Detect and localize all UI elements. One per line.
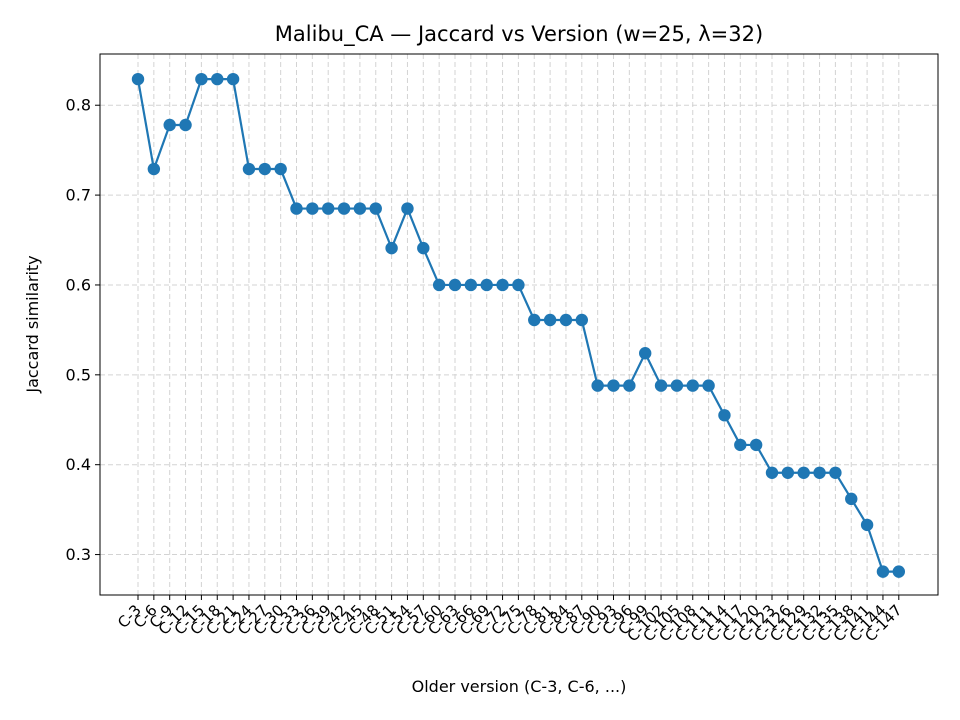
x-axis-label: Older version (C-3, C-6, ...) [412, 677, 627, 696]
data-point [195, 72, 208, 86]
data-point [274, 162, 287, 176]
y-tick-label: 0.3 [66, 545, 91, 564]
y-tick-label: 0.5 [66, 365, 91, 384]
data-point [417, 241, 430, 255]
data-point [829, 466, 842, 479]
data-point [734, 438, 747, 452]
series-layer [131, 72, 905, 578]
grid-layer [100, 54, 938, 595]
data-point [749, 438, 763, 452]
data-point [258, 162, 271, 176]
plot-area-frame [99, 53, 939, 596]
data-point [623, 379, 636, 392]
chart-title: Malibu_CA — Jaccard vs Version (w=25, λ=… [275, 22, 763, 47]
data-point [781, 466, 795, 479]
data-point [496, 278, 509, 292]
y-tick-label: 0.4 [66, 455, 91, 474]
data-point [765, 466, 779, 479]
data-point [575, 313, 588, 327]
data-point [845, 492, 858, 506]
data-point [591, 379, 604, 392]
y-tick-label: 0.8 [66, 96, 91, 115]
data-point [290, 202, 303, 215]
data-point [147, 162, 161, 176]
data-point [179, 118, 192, 132]
data-point [337, 202, 351, 215]
data-point [813, 466, 826, 479]
data-point [448, 278, 462, 292]
data-point [385, 241, 398, 255]
data-point [464, 278, 478, 292]
data-point [306, 202, 319, 215]
data-point [686, 379, 699, 392]
data-point [639, 347, 652, 360]
data-point [131, 72, 145, 86]
data-point [702, 379, 715, 392]
data-point [512, 278, 525, 292]
y-tick-label: 0.6 [66, 275, 91, 294]
data-point [401, 202, 414, 215]
data-point [607, 379, 620, 392]
data-point [163, 118, 176, 132]
y-tick-label: 0.7 [66, 186, 91, 205]
data-point [892, 565, 905, 578]
data-point [211, 72, 224, 86]
data-point [353, 202, 367, 215]
data-point [226, 72, 240, 86]
data-point [322, 202, 335, 215]
data-point [480, 278, 493, 292]
data-point [432, 278, 446, 292]
data-point [718, 409, 731, 422]
data-point [797, 466, 810, 479]
data-point [242, 162, 256, 176]
data-point [860, 518, 874, 532]
data-point [543, 313, 557, 327]
ticks-layer: 0.30.40.50.60.70.8C-3C-6C-9C-12C-15C-18C… [66, 96, 906, 646]
data-point [876, 565, 890, 578]
data-point [670, 379, 684, 392]
data-point [559, 313, 573, 327]
y-axis-label: Jaccard similarity [23, 255, 42, 393]
data-point [369, 202, 382, 215]
data-point [528, 313, 541, 327]
data-point [654, 379, 668, 392]
